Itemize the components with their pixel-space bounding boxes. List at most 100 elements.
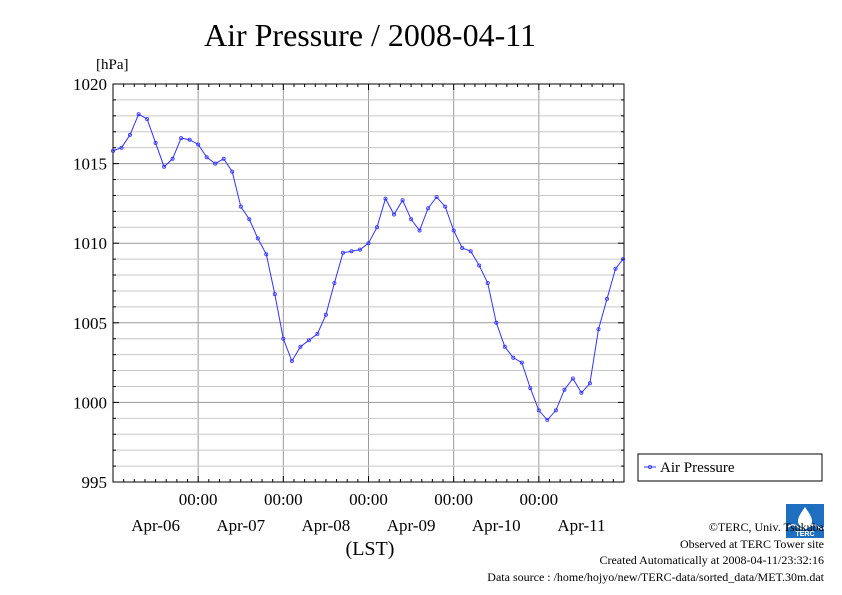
created-text: Created Automatically at 2008-04-11/23:3… — [599, 553, 824, 567]
data-point — [230, 169, 235, 174]
legend-label: Air Pressure — [660, 460, 735, 476]
data-point — [468, 249, 473, 254]
data-point — [443, 204, 448, 209]
x-axis-ticks: 00:00 00:00 00:00 00:00 00:00 Apr-06 Apr-07 Apr… — [123, 84, 614, 535]
data-point — [170, 156, 175, 161]
legend: Air Pressure — [637, 453, 823, 482]
x-date-label: Apr-11 — [557, 516, 605, 535]
x-tick-time-label: 00:00 — [434, 490, 473, 509]
data-point — [485, 280, 490, 285]
data-point — [306, 338, 311, 343]
data-point — [349, 249, 354, 254]
data-point — [127, 132, 132, 137]
data-point — [111, 148, 116, 153]
data-point — [400, 198, 405, 203]
data-point — [511, 355, 516, 360]
y-tick-label: 1015 — [73, 155, 107, 174]
data-point — [323, 312, 328, 317]
y-tick-label: 1020 — [73, 75, 107, 94]
data-point — [136, 112, 141, 117]
data-point — [366, 241, 371, 246]
terc-logo: TERC — [786, 504, 825, 538]
y-axis-ticks: 995 1000 1005 1010 1015 1020 — [73, 75, 624, 492]
data-point — [562, 387, 567, 392]
data-point — [477, 263, 482, 268]
data-point — [536, 408, 541, 413]
data-point — [298, 344, 303, 349]
logo-text: TERC — [795, 531, 814, 538]
data-point — [340, 250, 345, 255]
credits: ©TERC, Univ. Tsukuba Observed at TERC To… — [487, 519, 824, 585]
site-text: Observed at TERC Tower site — [679, 536, 824, 551]
data-point — [426, 206, 431, 211]
y-tick-label: 995 — [82, 473, 108, 492]
horizontal-grid — [113, 99, 624, 467]
data-point — [613, 266, 618, 271]
x-tick-time-label: 00:00 — [519, 490, 558, 509]
data-point — [494, 320, 499, 325]
x-axis-label: (LST) — [346, 538, 395, 560]
data-point — [605, 296, 610, 301]
data-point — [553, 408, 558, 413]
data-point — [221, 156, 226, 161]
legend-marker — [648, 464, 653, 469]
water-drop-icon — [798, 507, 812, 528]
data-point — [272, 292, 277, 297]
data-point — [357, 247, 362, 252]
data-point — [587, 381, 592, 386]
x-date-label: Apr-09 — [387, 516, 436, 535]
data-point — [213, 161, 218, 166]
data-point — [417, 228, 422, 233]
data-point — [332, 280, 337, 285]
copyright-text: ©TERC, Univ. Tsukuba — [708, 520, 824, 534]
data-point — [281, 336, 286, 341]
y-tick-label: 1000 — [73, 393, 107, 412]
data-point — [255, 236, 260, 241]
data-point — [519, 360, 524, 365]
legend-box — [637, 453, 823, 482]
data-point — [204, 155, 209, 160]
data-point — [579, 390, 584, 395]
x-tick-time-label: 00:00 — [264, 490, 303, 509]
vertical-grid — [197, 84, 540, 482]
data-point — [153, 140, 158, 145]
data-point — [383, 196, 388, 201]
data-point — [391, 212, 396, 217]
series-line — [112, 113, 624, 421]
x-date-label: Apr-07 — [216, 516, 265, 535]
x-tick-time-label: 00:00 — [349, 490, 388, 509]
data-point — [409, 217, 414, 222]
data-point — [119, 145, 124, 150]
data-point — [196, 142, 201, 147]
x-tick-time-label: 00:00 — [179, 490, 218, 509]
data-point — [289, 358, 294, 363]
x-date-label: Apr-10 — [472, 516, 521, 535]
data-point — [621, 257, 626, 262]
data-point — [570, 376, 575, 381]
data-point — [596, 327, 601, 332]
series-air-pressure — [111, 112, 626, 422]
y-tick-label: 1005 — [73, 314, 107, 333]
data-point — [451, 228, 456, 233]
chart-title: Air Pressure / 2008-04-11 — [204, 17, 536, 53]
x-date-label: Apr-08 — [302, 516, 351, 535]
data-point — [264, 252, 269, 257]
data-point — [247, 217, 252, 222]
data-point — [179, 136, 184, 141]
y-axis-unit-label: [hPa] — [96, 57, 129, 73]
data-point — [374, 225, 379, 230]
data-point — [187, 137, 192, 142]
wave-icon — [787, 524, 825, 530]
y-tick-label: 1010 — [73, 234, 107, 253]
source-text: Data source : /home/hojyo/new/TERC-data/… — [487, 569, 824, 584]
data-point — [545, 417, 550, 422]
data-point — [162, 164, 167, 169]
data-point — [238, 204, 243, 209]
data-point — [528, 386, 533, 391]
data-point — [434, 194, 439, 199]
data-point — [315, 331, 320, 336]
data-point — [502, 344, 507, 349]
data-point — [145, 117, 150, 122]
data-point — [460, 245, 465, 250]
